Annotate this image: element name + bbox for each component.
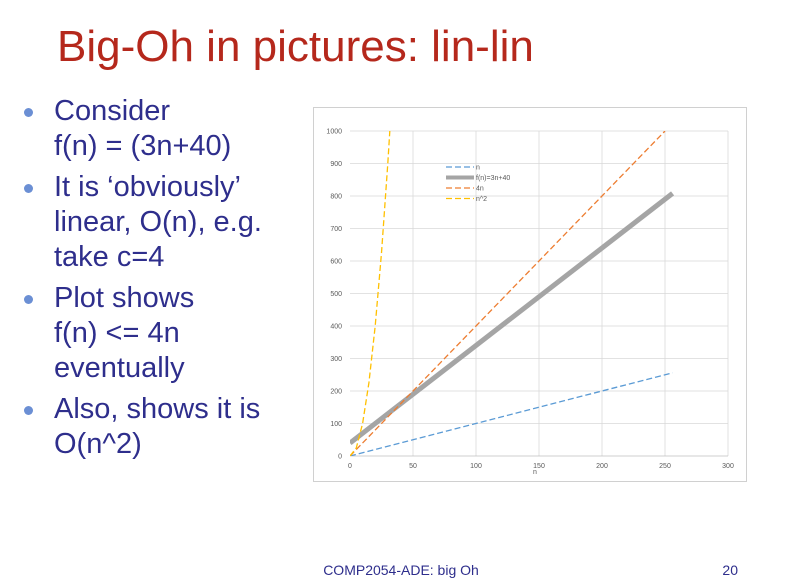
bullet-text: eventually <box>54 352 185 384</box>
page-number: 20 <box>722 562 738 578</box>
series-line-n <box>350 372 673 456</box>
x-tick-label: 100 <box>470 463 482 470</box>
x-tick-label: 300 <box>722 463 734 470</box>
bullet-item: Plot shows f(n) <= 4n eventually <box>24 281 324 386</box>
x-tick-label: 0 <box>348 463 352 470</box>
series-line-f-n-3n-40 <box>350 191 675 445</box>
bullet-text: Also, shows it is <box>54 393 261 425</box>
y-tick-label: 400 <box>330 324 342 331</box>
bullet-text: linear, O(n), e.g. <box>54 206 262 238</box>
series-line-n-2 <box>350 131 391 456</box>
y-tick-label: 200 <box>330 389 342 396</box>
y-tick-label: 700 <box>330 226 342 233</box>
bullet-dot-icon <box>24 184 33 193</box>
legend-label: n <box>476 165 480 172</box>
bullet-text: f(n) = (3n+40) <box>54 130 232 162</box>
y-tick-label: 300 <box>330 356 342 363</box>
slide-footer: COMP2054-ADE: big Oh <box>323 562 479 578</box>
bullet-dot-icon <box>24 295 33 304</box>
x-axis-label: n <box>533 469 537 476</box>
bullet-item: Also, shows it is O(n^2) <box>24 392 324 462</box>
legend-label: n^2 <box>476 196 487 203</box>
series-line-4n <box>350 131 666 456</box>
bullet-text: O(n^2) <box>54 428 142 460</box>
bullet-item: Consider f(n) = (3n+40) <box>24 94 324 164</box>
y-tick-label: 1000 <box>326 129 342 136</box>
x-tick-label: 150 <box>533 463 545 470</box>
bullet-text: Consider <box>54 95 171 127</box>
x-tick-label: 50 <box>409 463 417 470</box>
y-tick-label: 800 <box>330 194 342 201</box>
bullet-list: Consider f(n) = (3n+40) It is ‘obviously… <box>24 94 324 468</box>
y-tick-label: 0 <box>338 454 342 461</box>
bullet-text: f(n) <= 4n <box>54 317 180 349</box>
y-tick-label: 900 <box>330 161 342 168</box>
bullet-text: Plot shows <box>54 282 195 314</box>
bullet-text: take c=4 <box>54 241 165 273</box>
legend-label: f(n)=3n+40 <box>476 175 510 182</box>
bullet-item: It is ‘obviously’ linear, O(n), e.g. tak… <box>24 170 324 275</box>
y-tick-label: 500 <box>330 291 342 298</box>
bullet-dot-icon <box>24 108 33 117</box>
x-tick-label: 200 <box>596 463 608 470</box>
y-tick-label: 600 <box>330 259 342 266</box>
legend-label: 4n <box>476 186 484 193</box>
y-tick-label: 100 <box>330 421 342 428</box>
chart-frame: 0 100 200 300 400 500 600 700 800 900 1000 0 50 100 15… <box>313 107 747 482</box>
bullet-text: It is ‘obviously’ <box>54 171 241 203</box>
slide-title: Big-Oh in pictures: lin-lin <box>57 22 534 71</box>
line-chart: 0 100 200 300 400 500 600 700 800 900 1000 0 50 100 15… <box>326 129 734 477</box>
x-tick-label: 250 <box>659 463 671 470</box>
bullet-dot-icon <box>24 406 33 415</box>
